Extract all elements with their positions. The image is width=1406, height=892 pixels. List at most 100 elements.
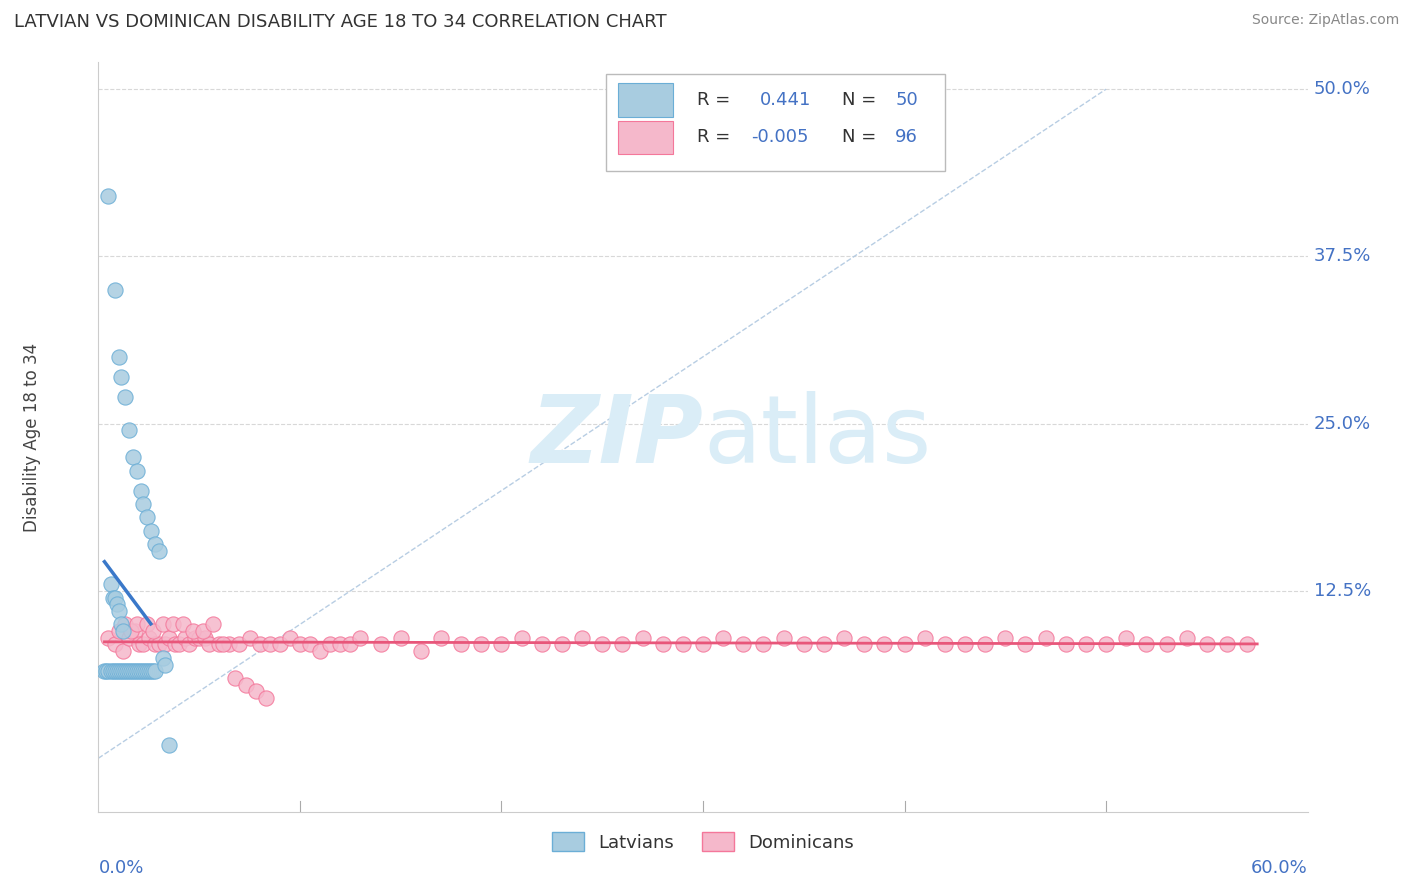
Text: R =: R = <box>697 91 742 109</box>
Point <box>139 664 162 679</box>
Point <box>129 483 152 498</box>
Text: -0.005: -0.005 <box>751 128 808 146</box>
Point <box>107 604 129 618</box>
Point <box>142 664 165 679</box>
Point <box>128 664 150 679</box>
Point <box>692 637 714 651</box>
Point <box>105 664 128 679</box>
Point <box>832 631 855 645</box>
Point <box>254 690 277 705</box>
Point <box>873 637 896 651</box>
Point <box>148 544 170 558</box>
Point <box>152 617 174 632</box>
Point <box>125 664 148 679</box>
Point <box>1175 631 1198 645</box>
Point <box>612 637 634 651</box>
Text: 60.0%: 60.0% <box>1251 858 1308 877</box>
Point <box>118 424 141 438</box>
Point <box>100 664 122 679</box>
Point <box>163 637 186 651</box>
Point <box>194 631 217 645</box>
Point <box>218 637 240 651</box>
Point <box>389 631 412 645</box>
Point <box>1115 631 1137 645</box>
Point <box>135 617 157 632</box>
Point <box>319 637 342 651</box>
Point <box>1156 637 1178 651</box>
Point <box>135 664 157 679</box>
Point <box>934 637 956 651</box>
Point <box>121 450 143 464</box>
Point <box>914 631 936 645</box>
Point <box>245 684 267 698</box>
Point <box>107 664 129 679</box>
Point <box>124 664 146 679</box>
Point <box>188 631 211 645</box>
Point <box>651 637 673 651</box>
Text: 0.0%: 0.0% <box>98 858 143 877</box>
Point <box>121 664 143 679</box>
Point <box>93 664 115 679</box>
Point <box>128 637 150 651</box>
Point <box>111 624 134 639</box>
Point <box>143 537 166 551</box>
Point <box>974 637 997 651</box>
Point <box>125 464 148 478</box>
Point <box>132 497 155 511</box>
Point <box>1035 631 1057 645</box>
Point <box>259 637 281 651</box>
Point <box>202 617 225 632</box>
Text: N =: N = <box>842 128 882 146</box>
Point <box>114 664 136 679</box>
Point <box>167 637 190 651</box>
Point <box>125 617 148 632</box>
Point <box>129 664 152 679</box>
Point <box>114 390 136 404</box>
Point <box>1135 637 1157 651</box>
Point <box>953 637 976 651</box>
Point <box>1054 637 1077 651</box>
Point <box>212 637 235 651</box>
Point <box>309 644 332 658</box>
Point <box>772 631 794 645</box>
Text: N =: N = <box>842 91 882 109</box>
Point <box>97 631 120 645</box>
Point <box>631 631 654 645</box>
Point <box>1195 637 1218 651</box>
Text: atlas: atlas <box>703 391 931 483</box>
Point <box>97 189 120 203</box>
Point <box>157 631 180 645</box>
Point <box>752 637 775 651</box>
Text: 12.5%: 12.5% <box>1313 582 1371 600</box>
Point <box>1014 637 1036 651</box>
FancyBboxPatch shape <box>619 83 672 117</box>
Point <box>329 637 352 651</box>
Point <box>134 664 156 679</box>
Point <box>172 617 194 632</box>
Point <box>100 577 122 591</box>
Point <box>110 664 132 679</box>
Text: 50.0%: 50.0% <box>1313 80 1371 98</box>
Point <box>184 631 207 645</box>
Point <box>132 664 155 679</box>
Point <box>110 369 132 384</box>
Point <box>118 664 141 679</box>
Text: 50: 50 <box>896 91 918 109</box>
Point <box>1074 637 1097 651</box>
Legend: Latvians, Dominicans: Latvians, Dominicans <box>544 825 862 859</box>
Point <box>198 637 221 651</box>
Text: 0.441: 0.441 <box>759 91 811 109</box>
Point <box>672 637 695 651</box>
Point <box>101 591 124 605</box>
Point <box>711 631 734 645</box>
Point <box>124 624 146 639</box>
Point <box>450 637 472 651</box>
Point <box>148 637 170 651</box>
Point <box>120 624 142 639</box>
Point <box>228 637 250 651</box>
Point <box>153 657 176 672</box>
Point <box>491 637 513 651</box>
Point <box>101 664 124 679</box>
Point <box>1236 637 1258 651</box>
Point <box>139 524 162 538</box>
